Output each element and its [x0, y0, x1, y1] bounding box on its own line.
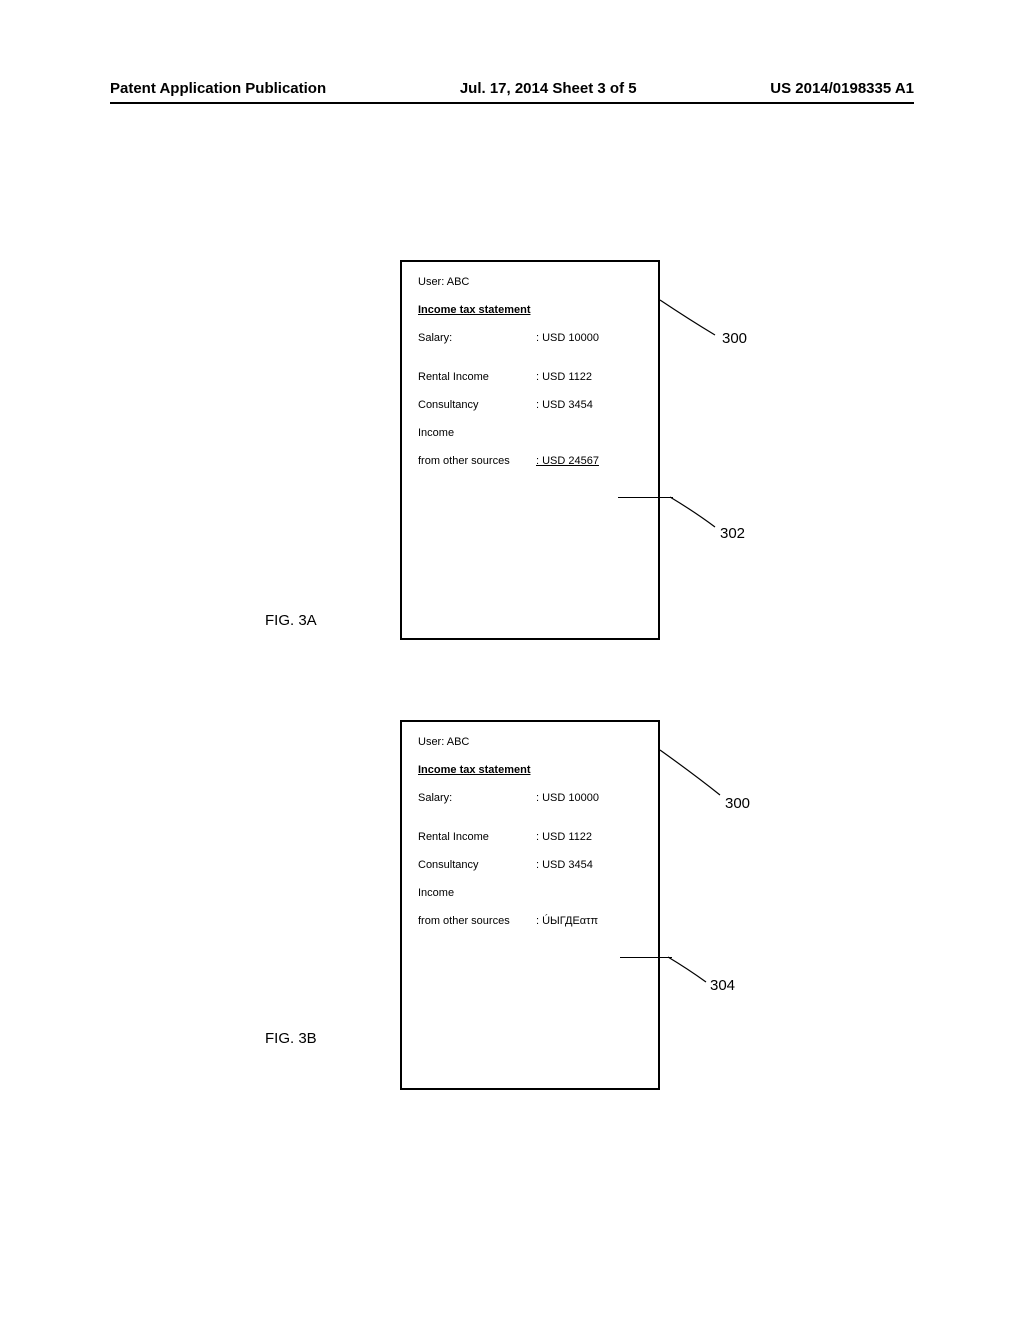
- callout-304: 304: [710, 977, 735, 994]
- lead-line-304: [620, 957, 672, 958]
- statement-title: Income tax statement: [418, 764, 642, 778]
- user-line: User: ABC: [418, 276, 642, 290]
- figure-3a-label: FIG. 3A: [265, 612, 317, 629]
- row-rental: Rental Income : USD 1122: [418, 831, 642, 845]
- other-sources-label: from other sources: [418, 915, 536, 929]
- row-salary: Salary: : USD 10000: [418, 332, 642, 346]
- header-left: Patent Application Publication: [110, 80, 326, 97]
- salary-value: : USD 10000: [536, 332, 599, 346]
- callout-300a: 300: [722, 330, 747, 347]
- header-right: US 2014/0198335 A1: [770, 80, 914, 97]
- consultancy-value: : USD 3454: [536, 399, 593, 413]
- statement-box-3a: User: ABC Income tax statement Salary: :…: [400, 260, 660, 640]
- row-consultancy: Consultancy : USD 3454: [418, 399, 642, 413]
- row-salary: Salary: : USD 10000: [418, 792, 642, 806]
- callout-302: 302: [720, 525, 745, 542]
- salary-label: Salary:: [418, 332, 536, 346]
- row-other-sources: from other sources : ÚЫГДЕατπ: [418, 915, 642, 929]
- user-line: User: ABC: [418, 736, 642, 750]
- other-sources-value: : ÚЫГДЕατπ: [536, 915, 598, 929]
- salary-label: Salary:: [418, 792, 536, 806]
- other-sources-label: from other sources: [418, 455, 536, 469]
- lead-line-302: [618, 497, 673, 498]
- callout-300b: 300: [725, 795, 750, 812]
- header-center: Jul. 17, 2014 Sheet 3 of 5: [460, 80, 637, 97]
- page-header: Patent Application Publication Jul. 17, …: [110, 80, 914, 97]
- income-label: Income: [418, 427, 536, 441]
- rental-value: : USD 1122: [536, 371, 592, 385]
- rental-value: : USD 1122: [536, 831, 592, 845]
- row-consultancy: Consultancy : USD 3454: [418, 859, 642, 873]
- rental-label: Rental Income: [418, 831, 536, 845]
- statement-box-3b: User: ABC Income tax statement Salary: :…: [400, 720, 660, 1090]
- rental-label: Rental Income: [418, 371, 536, 385]
- income-label: Income: [418, 887, 536, 901]
- other-sources-value: : USD 24567: [536, 455, 599, 469]
- statement-title: Income tax statement: [418, 304, 642, 318]
- row-rental: Rental Income : USD 1122: [418, 371, 642, 385]
- consultancy-value: : USD 3454: [536, 859, 593, 873]
- row-income: Income: [418, 887, 642, 901]
- row-income: Income: [418, 427, 642, 441]
- salary-value: : USD 10000: [536, 792, 599, 806]
- figure-3b-label: FIG. 3B: [265, 1030, 317, 1047]
- row-other-sources: from other sources : USD 24567: [418, 455, 642, 469]
- header-rule: [110, 102, 914, 104]
- consultancy-label: Consultancy: [418, 859, 536, 873]
- consultancy-label: Consultancy: [418, 399, 536, 413]
